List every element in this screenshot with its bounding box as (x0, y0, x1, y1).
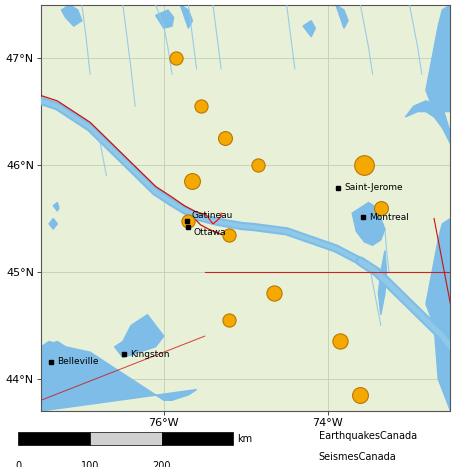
Polygon shape (156, 10, 174, 28)
Polygon shape (426, 219, 450, 411)
Point (336, 338, 344, 345)
Point (189, 177, 196, 185)
Polygon shape (336, 5, 348, 28)
Point (222, 134, 229, 142)
Polygon shape (49, 219, 57, 229)
Polygon shape (115, 315, 164, 358)
Polygon shape (41, 341, 197, 411)
Bar (162, 432, 233, 446)
Text: Montreal: Montreal (369, 213, 409, 222)
Text: km: km (237, 434, 252, 444)
Text: 100: 100 (81, 461, 99, 467)
Text: Belleville: Belleville (57, 357, 99, 366)
Bar (18, 432, 90, 446)
Polygon shape (379, 251, 387, 315)
Point (271, 290, 278, 297)
Point (377, 204, 384, 212)
Polygon shape (61, 5, 82, 26)
Text: 0: 0 (15, 461, 21, 467)
Point (172, 54, 180, 62)
Point (197, 103, 204, 110)
Text: EarthquakesCanada: EarthquakesCanada (318, 432, 417, 441)
Point (185, 217, 192, 224)
Text: Ottawa: Ottawa (193, 228, 226, 237)
Polygon shape (426, 5, 450, 112)
Polygon shape (53, 203, 59, 211)
Point (226, 316, 233, 324)
Polygon shape (405, 101, 450, 144)
Bar (90, 432, 162, 446)
Point (361, 161, 368, 169)
Point (357, 391, 364, 399)
Text: SeismesCanada: SeismesCanada (318, 453, 396, 462)
Point (226, 231, 233, 238)
Text: Kingston: Kingston (130, 350, 170, 359)
Text: Gatineau: Gatineau (192, 211, 233, 220)
Polygon shape (352, 203, 385, 245)
Polygon shape (41, 341, 82, 411)
Text: Saint-Jerome: Saint-Jerome (345, 183, 404, 192)
Polygon shape (303, 21, 315, 37)
Polygon shape (180, 5, 192, 28)
Text: 200: 200 (152, 461, 171, 467)
Point (254, 161, 262, 169)
